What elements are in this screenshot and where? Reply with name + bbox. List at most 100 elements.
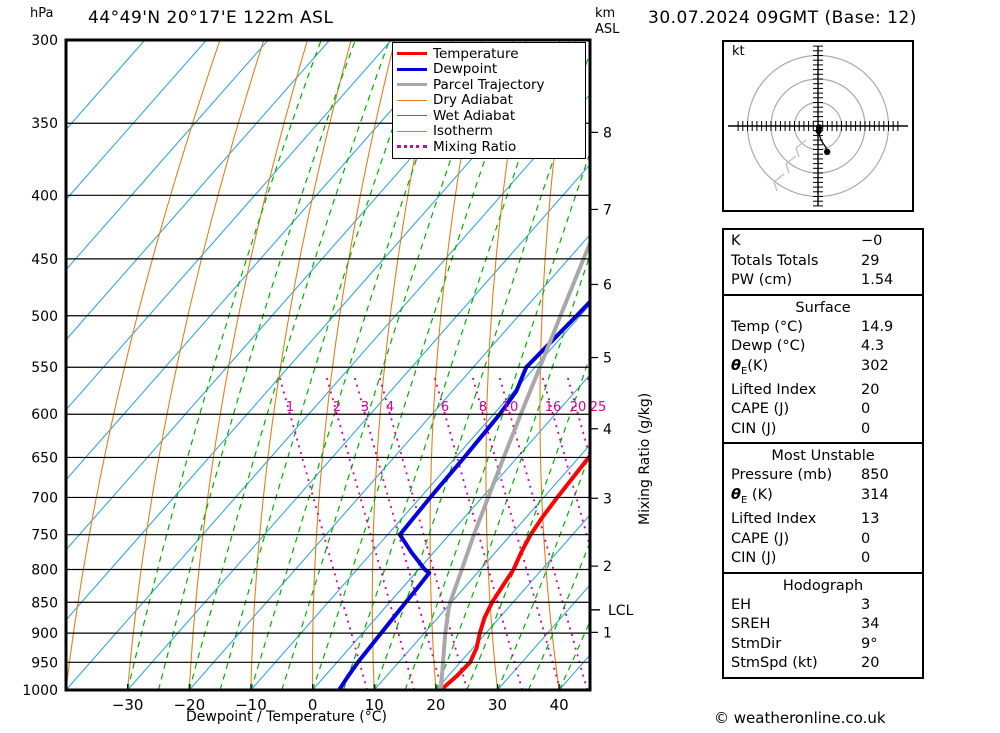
index-row: Lifted Index 13 bbox=[724, 510, 922, 530]
svg-text:2: 2 bbox=[603, 559, 612, 575]
index-label: Lifted Index bbox=[731, 511, 817, 528]
svg-text:LCL: LCL bbox=[608, 603, 634, 619]
indices-group-heading: Most Unstable bbox=[771, 448, 875, 465]
legend-item-isotherm: Isotherm bbox=[393, 123, 583, 140]
legend-label: Temperature bbox=[433, 45, 519, 62]
legend-swatch bbox=[397, 130, 427, 132]
index-row: Temp (°C) 14.9 bbox=[724, 318, 922, 338]
svg-text:8: 8 bbox=[603, 125, 612, 141]
svg-text:10: 10 bbox=[502, 400, 519, 415]
svg-text:500: 500 bbox=[31, 309, 58, 325]
index-label: CIN (J) bbox=[731, 550, 777, 567]
svg-text:0: 0 bbox=[308, 696, 318, 710]
legend-item-temperature: Temperature bbox=[393, 46, 583, 62]
svg-text:400: 400 bbox=[31, 188, 58, 204]
svg-text:350: 350 bbox=[31, 116, 58, 132]
legend-swatch bbox=[397, 67, 427, 71]
index-value: 314 bbox=[861, 486, 889, 503]
x-axis-title: Dewpoint / Temperature (°C) bbox=[186, 709, 387, 725]
index-row: θE(K) 302 bbox=[724, 357, 922, 381]
legend-item-dewpoint: Dewpoint bbox=[393, 61, 583, 78]
index-row: CIN (J) 0 bbox=[724, 549, 922, 569]
index-row: CAPE (J) 0 bbox=[724, 530, 922, 550]
svg-text:20: 20 bbox=[570, 400, 587, 415]
svg-text:6: 6 bbox=[441, 400, 449, 415]
svg-text:20: 20 bbox=[426, 696, 445, 710]
legend-label: Dewpoint bbox=[433, 61, 498, 78]
legend-label: Wet Adiabat bbox=[433, 107, 516, 124]
index-value: 13 bbox=[861, 511, 880, 528]
svg-text:8: 8 bbox=[479, 400, 487, 415]
svg-text:300: 300 bbox=[31, 33, 58, 49]
index-value: 0 bbox=[861, 530, 871, 547]
index-label: CAPE (J) bbox=[731, 530, 790, 547]
index-value: 1.54 bbox=[861, 272, 894, 288]
legend-label: Parcel Trajectory bbox=[433, 76, 545, 93]
index-row: CIN (J) 0 bbox=[724, 420, 922, 440]
index-value: 0 bbox=[861, 420, 871, 437]
legend-item-mixing-ratio: Mixing Ratio bbox=[393, 139, 583, 155]
index-label: θE(K) bbox=[731, 357, 769, 377]
index-value: 20 bbox=[861, 655, 880, 672]
index-row: CAPE (J) 0 bbox=[724, 400, 922, 420]
svg-text:700: 700 bbox=[31, 490, 58, 506]
index-value: 850 bbox=[861, 467, 889, 484]
svg-text:1: 1 bbox=[603, 625, 612, 641]
altitude-unit-label-km: km bbox=[595, 6, 616, 21]
svg-text:650: 650 bbox=[31, 450, 58, 466]
svg-text:40: 40 bbox=[550, 696, 569, 710]
index-row: PW (cm) 1.54 bbox=[724, 271, 922, 291]
skewt-diagram: 300 350 400 450 500 550 600 650 700 750 800 850 900 9… bbox=[22, 33, 634, 710]
index-value: 0 bbox=[861, 401, 871, 418]
pressure-unit-label: hPa bbox=[30, 6, 54, 21]
svg-text:600: 600 bbox=[31, 407, 58, 423]
svg-text:900: 900 bbox=[31, 626, 58, 642]
hodograph-panel bbox=[722, 40, 914, 212]
svg-text:7: 7 bbox=[603, 202, 612, 218]
index-value: 0 bbox=[861, 550, 871, 567]
legend-swatch bbox=[397, 145, 427, 149]
svg-text:−30: −30 bbox=[112, 696, 144, 710]
index-value: 14.9 bbox=[861, 318, 894, 335]
index-row: StmSpd (kt) 20 bbox=[724, 654, 922, 674]
index-label: Totals Totals bbox=[731, 252, 819, 269]
index-label: Dewp (°C) bbox=[731, 338, 806, 354]
index-row: Dewp (°C) 4.3 bbox=[724, 337, 922, 357]
index-label: StmSpd (kt) bbox=[731, 655, 818, 672]
index-row: θE (K) 314 bbox=[724, 486, 922, 510]
indices-panel: K −0 Totals Totals 29 PW (cm) 1.54 Surface Temp… bbox=[722, 228, 924, 679]
indices-group-heading: Hodograph bbox=[782, 577, 864, 594]
indices-group-heading: Surface bbox=[795, 299, 851, 316]
legend-label: Isotherm bbox=[433, 123, 493, 140]
svg-text:16: 16 bbox=[545, 400, 562, 415]
svg-text:−10: −10 bbox=[235, 696, 267, 710]
svg-text:30: 30 bbox=[488, 696, 507, 710]
legend-label: Mixing Ratio bbox=[433, 138, 517, 155]
svg-text:3: 3 bbox=[603, 491, 612, 507]
legend-label: Dry Adiabat bbox=[433, 92, 513, 109]
indices-group-hodograph: Hodograph EH 3 SREH 34 StmDir 9° StmSpd (kt) 20 bbox=[722, 571, 924, 679]
svg-text:950: 950 bbox=[31, 655, 58, 671]
svg-text:4: 4 bbox=[386, 400, 394, 415]
index-label: Pressure (mb) bbox=[731, 467, 833, 484]
index-label: Lifted Index bbox=[731, 381, 817, 398]
indices-group-surface: Surface Temp (°C) 14.9 Dewp (°C) 4.3 θE(K) 302… bbox=[722, 293, 924, 445]
indices-group-general: K −0 Totals Totals 29 PW (cm) 1.54 bbox=[722, 228, 924, 296]
index-label: K bbox=[731, 233, 741, 249]
index-label: EH bbox=[731, 596, 752, 613]
index-label: Temp (°C) bbox=[731, 318, 803, 335]
legend-swatch bbox=[397, 83, 427, 87]
svg-text:25: 25 bbox=[590, 400, 607, 415]
svg-text:1000: 1000 bbox=[22, 683, 58, 699]
index-row: K −0 bbox=[724, 232, 922, 252]
page-title: 44°49'N 20°17'E 122m ASL bbox=[88, 8, 334, 28]
svg-text:5: 5 bbox=[603, 351, 612, 367]
legend-item-wet-adiabat: Wet Adiabat bbox=[393, 108, 583, 124]
index-value: 4.3 bbox=[861, 338, 885, 354]
index-label: PW (cm) bbox=[731, 272, 793, 288]
svg-text:3: 3 bbox=[361, 400, 369, 415]
run-title: 30.07.2024 09GMT (Base: 12) bbox=[648, 8, 917, 28]
svg-text:450: 450 bbox=[31, 252, 58, 268]
index-row: SREH 34 bbox=[724, 615, 922, 635]
index-value: 34 bbox=[861, 616, 880, 633]
